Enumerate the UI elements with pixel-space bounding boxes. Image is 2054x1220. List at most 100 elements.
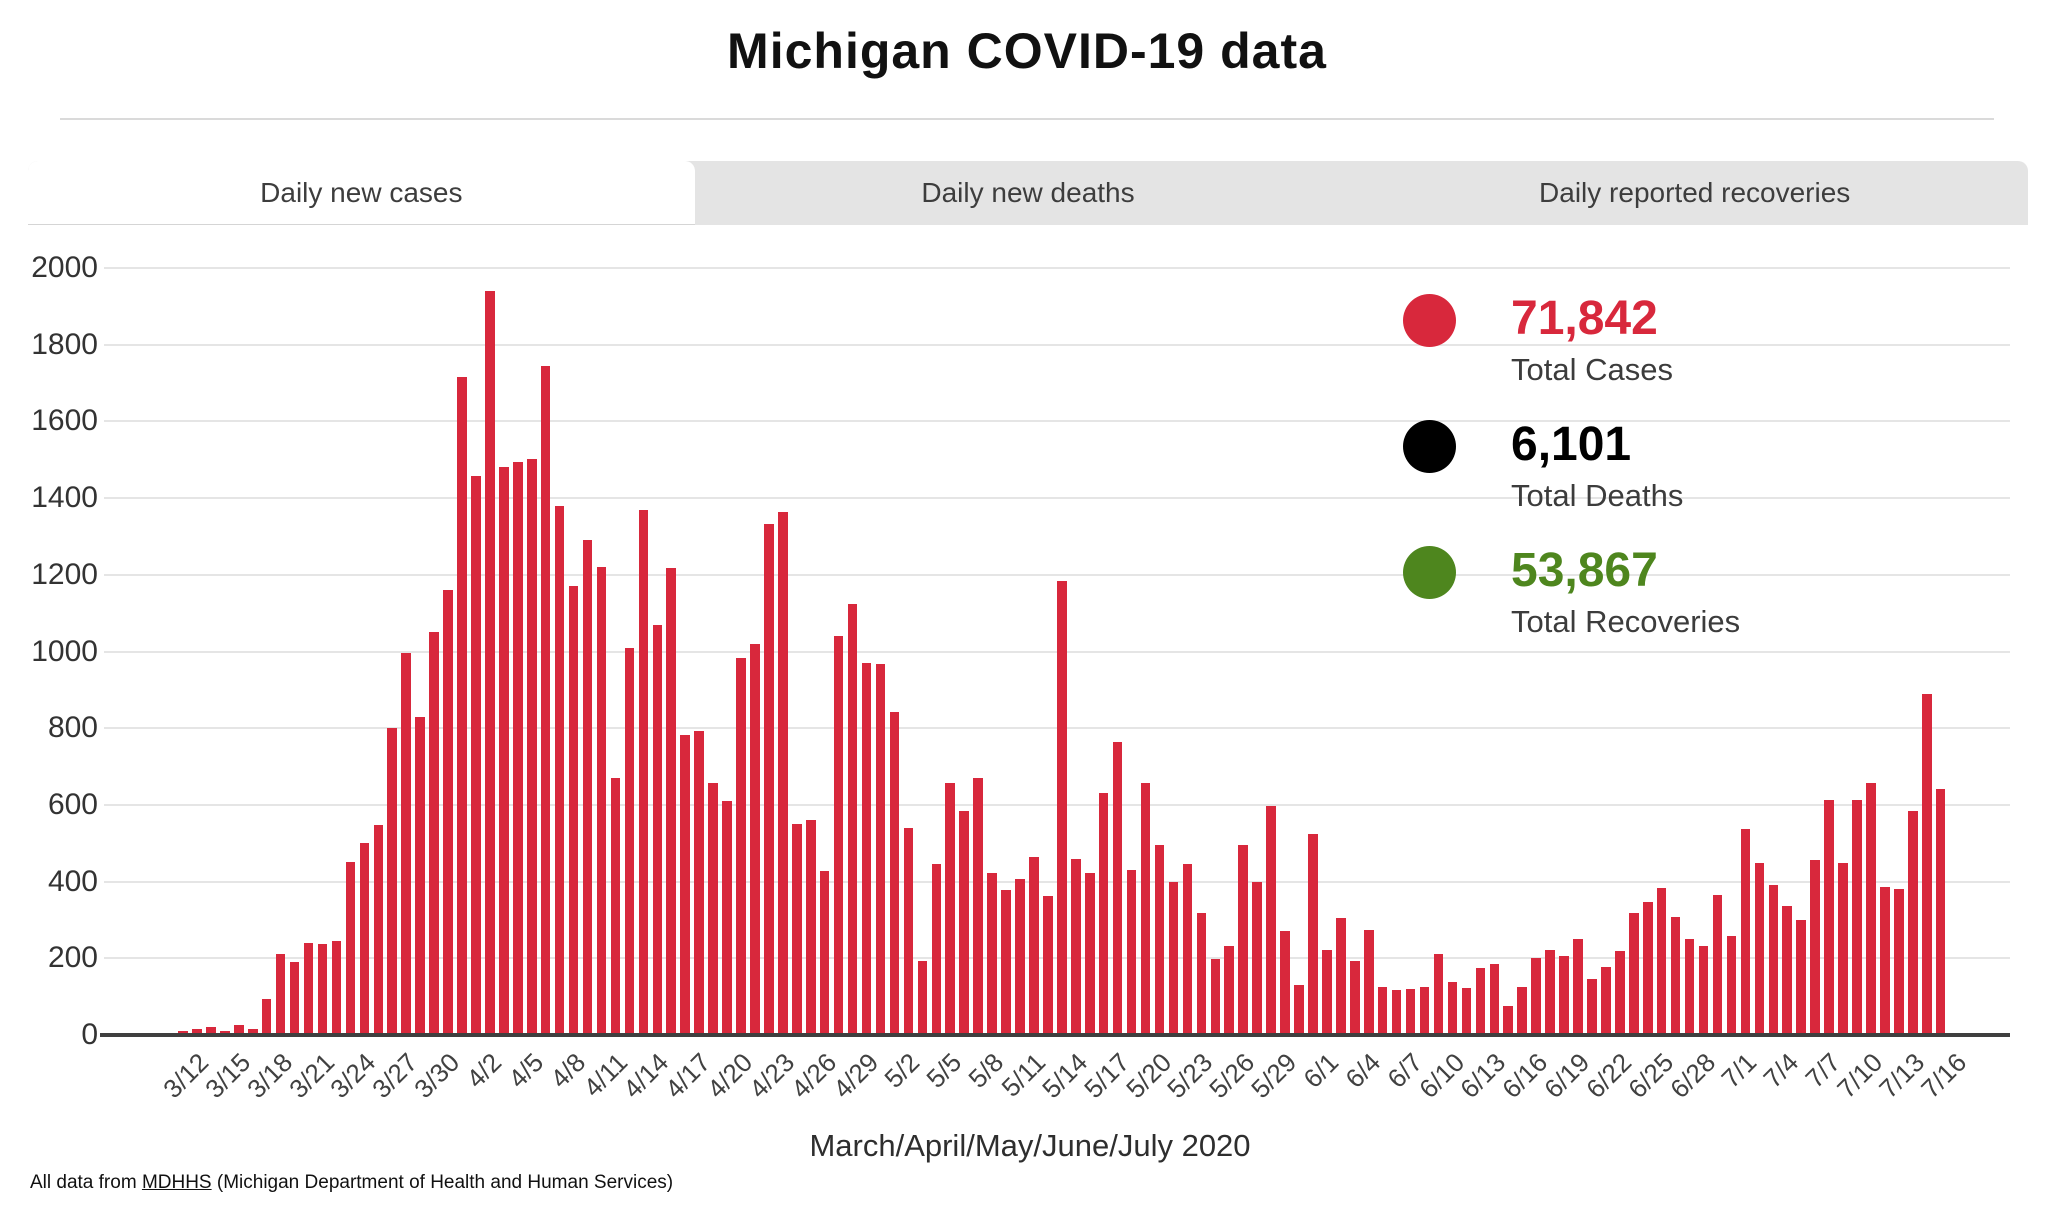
bar-6/24[interactable] [1629,912,1639,1035]
bar-5/4[interactable] [917,961,928,1035]
bar-7/5[interactable] [1782,905,1793,1035]
bar-5/16[interactable] [1084,873,1095,1035]
bar-5/6[interactable] [945,783,956,1035]
bar-5/19[interactable] [1126,870,1137,1035]
bar-3/14[interactable] [206,1027,216,1035]
bar-5/24[interactable] [1196,913,1207,1035]
bar-4/26[interactable] [805,820,816,1035]
bar-3/26[interactable] [373,824,384,1035]
bar-5/29[interactable] [1266,805,1276,1035]
bar-6/12[interactable] [1461,987,1472,1035]
bar-6/6[interactable] [1377,987,1388,1035]
bar-4/17[interactable] [680,734,690,1035]
bar-5/18[interactable] [1112,742,1123,1035]
bar-7/4[interactable] [1768,884,1779,1035]
bar-6/15[interactable] [1503,1006,1514,1035]
bar-6/8[interactable] [1405,988,1416,1035]
tab-daily-reported-recoveries[interactable]: Daily reported recoveries [1539,177,1851,208]
bar-7/10[interactable] [1852,800,1862,1035]
bar-3/30[interactable] [429,632,439,1035]
bar-6/20[interactable] [1573,938,1583,1035]
bar-4/11[interactable] [596,567,607,1035]
bar-5/15[interactable] [1071,858,1081,1035]
bar-7/11[interactable] [1866,783,1876,1035]
bar-5/8[interactable] [973,777,983,1035]
bar-4/5[interactable] [513,462,523,1035]
bar-6/16[interactable] [1517,987,1527,1035]
bar-3/29[interactable] [415,716,425,1035]
bar-7/13[interactable] [1894,889,1904,1035]
bar-5/2[interactable] [889,712,900,1035]
bar-5/30[interactable] [1280,931,1290,1035]
bar-3/13[interactable] [192,1028,202,1035]
bar-6/13[interactable] [1475,967,1486,1035]
bar-3/24[interactable] [345,861,356,1035]
bar-7/9[interactable] [1838,863,1848,1035]
bar-3/17[interactable] [247,1028,258,1035]
bar-4/22[interactable] [750,643,760,1035]
bar-6/23[interactable] [1615,950,1625,1035]
bar-4/25[interactable] [792,824,802,1035]
bar-3/21[interactable] [303,942,314,1035]
bar-4/7[interactable] [540,366,551,1035]
bar-5/10[interactable] [1001,890,1011,1035]
bar-4/29[interactable] [847,604,858,1035]
bar-3/23[interactable] [331,941,342,1035]
bar-7/1[interactable] [1726,936,1737,1035]
bar-6/5[interactable] [1363,930,1374,1035]
bar-4/2[interactable] [471,476,481,1035]
bar-6/4[interactable] [1350,960,1360,1035]
bar-4/12[interactable] [610,778,621,1035]
bar-6/27[interactable] [1670,916,1681,1035]
bar-5/14[interactable] [1057,580,1067,1035]
bar-3/25[interactable] [359,843,370,1035]
bar-4/8[interactable] [554,505,565,1035]
bar-4/21[interactable] [736,657,746,1035]
bar-3/15[interactable] [220,1030,230,1035]
mdhhs-link[interactable]: MDHHS [141,1172,212,1193]
bar-5/20[interactable] [1140,783,1151,1035]
bar-7/2[interactable] [1740,829,1751,1035]
bar-7/8[interactable] [1824,800,1834,1035]
bar-7/3[interactable] [1754,862,1765,1035]
bar-4/30[interactable] [861,663,872,1035]
bar-5/26[interactable] [1224,946,1235,1035]
bar-5/28[interactable] [1252,881,1262,1035]
bar-5/17[interactable] [1098,793,1109,1035]
bar-7/6[interactable] [1796,919,1806,1035]
bar-6/30[interactable] [1712,894,1723,1035]
tab-daily-new-cases[interactable]: Daily new cases [28,161,695,225]
bar-3/31[interactable] [443,590,453,1035]
bar-4/9[interactable] [568,586,579,1035]
bar-5/22[interactable] [1168,881,1179,1035]
bar-4/4[interactable] [499,467,509,1035]
bar-5/11[interactable] [1015,878,1025,1035]
bar-5/5[interactable] [931,864,942,1035]
bar-3/20[interactable] [289,962,300,1035]
bar-6/3[interactable] [1336,918,1346,1035]
bar-6/1[interactable] [1308,834,1318,1035]
bar-5/23[interactable] [1182,864,1193,1035]
bar-6/7[interactable] [1391,990,1402,1035]
bar-6/29[interactable] [1698,945,1709,1035]
bar-6/22[interactable] [1601,966,1611,1035]
bar-3/28[interactable] [401,653,411,1035]
bar-3/16[interactable] [234,1025,244,1035]
bar-6/18[interactable] [1545,949,1555,1035]
bar-3/22[interactable] [317,944,328,1035]
bar-5/1[interactable] [875,664,886,1035]
bar-7/12[interactable] [1880,886,1890,1035]
bar-3/19[interactable] [275,954,286,1035]
bar-7/7[interactable] [1810,859,1820,1035]
bar-5/7[interactable] [959,810,969,1035]
bar-4/20[interactable] [722,801,732,1035]
bar-4/19[interactable] [708,783,718,1035]
bar-5/25[interactable] [1210,958,1221,1035]
bar-6/9[interactable] [1419,986,1430,1035]
bar-6/14[interactable] [1489,964,1500,1035]
bar-6/21[interactable] [1587,979,1597,1035]
bar-6/25[interactable] [1642,901,1653,1035]
bar-4/24[interactable] [778,512,788,1035]
bar-6/17[interactable] [1531,957,1541,1035]
bar-6/28[interactable] [1684,938,1695,1035]
